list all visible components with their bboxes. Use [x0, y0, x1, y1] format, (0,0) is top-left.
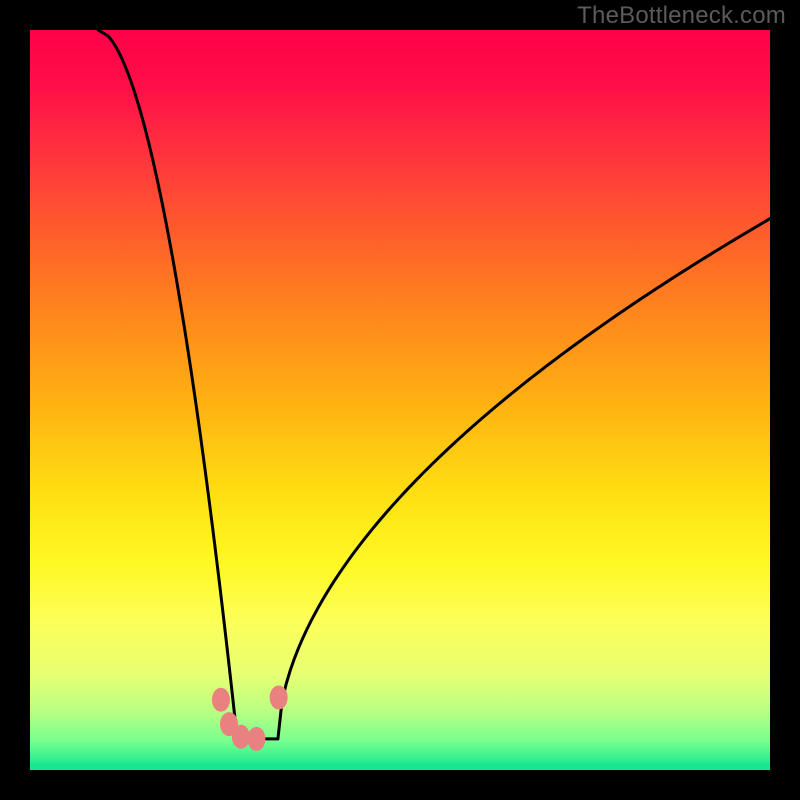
datapoint-marker [247, 727, 265, 751]
bottleneck-chart [0, 0, 800, 800]
datapoint-marker [212, 688, 230, 712]
datapoint-marker [232, 725, 250, 749]
watermark-text: TheBottleneck.com [577, 2, 786, 30]
plot-background [30, 30, 770, 770]
chart-stage: TheBottleneck.com [0, 0, 800, 800]
datapoint-marker [270, 685, 288, 709]
